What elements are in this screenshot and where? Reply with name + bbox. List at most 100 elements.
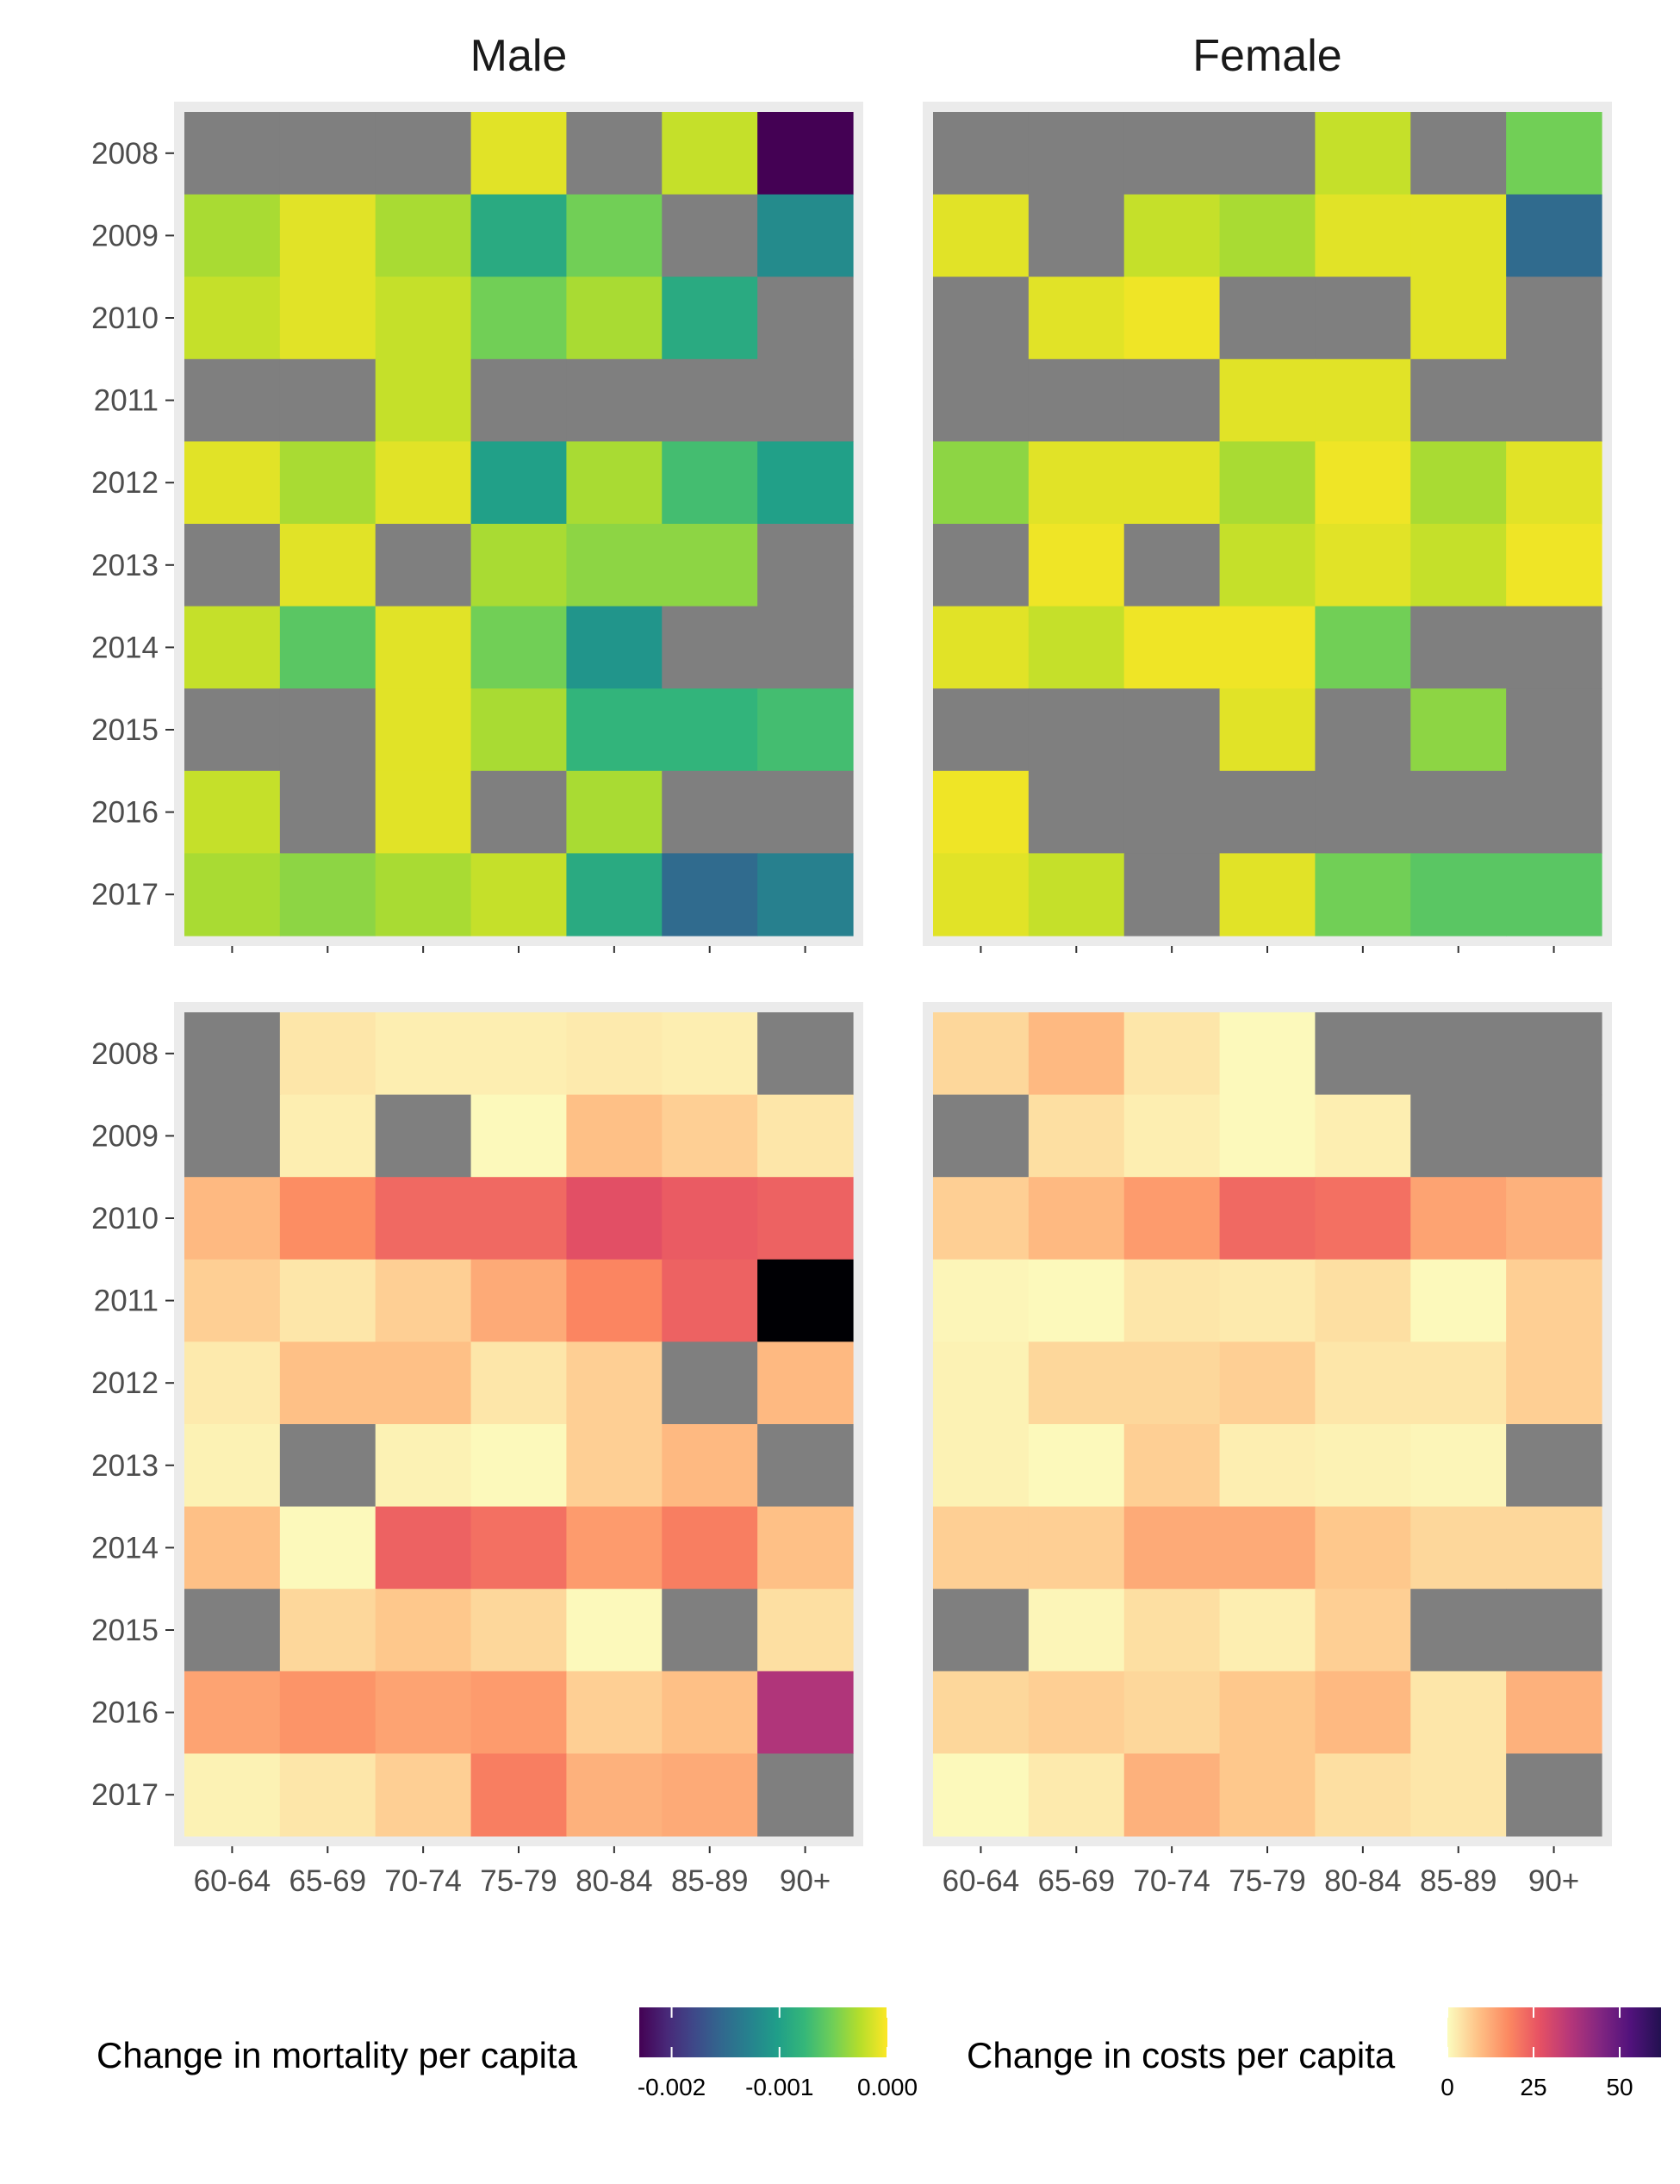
heatmap-cell xyxy=(375,688,472,772)
heatmap-cell xyxy=(470,1589,568,1672)
mortality-female-panel xyxy=(923,102,1612,946)
heatmap-cell xyxy=(662,853,758,936)
heatmap-cell xyxy=(1123,112,1221,196)
heatmap-cell xyxy=(1315,1589,1411,1672)
heatmap-cell xyxy=(1219,112,1316,196)
y-tick-label: 2011 xyxy=(94,1285,159,1318)
heatmap-cell xyxy=(184,1177,281,1260)
heatmap-cell xyxy=(566,524,663,607)
heatmap-cell xyxy=(279,853,376,936)
heatmap-cell xyxy=(1506,1424,1602,1508)
heatmap-cell xyxy=(1028,194,1125,277)
heatmap-cell xyxy=(470,277,568,360)
heatmap-cell xyxy=(1410,688,1507,772)
heatmap-cell xyxy=(1410,194,1507,277)
heatmap-cell xyxy=(279,1259,376,1342)
heatmap-cell xyxy=(279,1753,376,1837)
heatmap-cell xyxy=(566,1506,663,1590)
heatmap-cell xyxy=(470,1506,568,1590)
y-tick-label: 2012 xyxy=(91,1366,159,1400)
heatmap-cell xyxy=(757,1753,854,1837)
heatmap-cell xyxy=(279,358,376,442)
x-tick-label: 75-79 xyxy=(1229,1864,1306,1898)
heatmap-cell xyxy=(375,524,472,607)
heatmap-cell xyxy=(1028,358,1125,442)
heatmap-cell xyxy=(1028,1259,1125,1342)
heatmap-cell xyxy=(184,1094,281,1178)
heatmap-cell xyxy=(1410,441,1507,525)
heatmap-cell xyxy=(1506,1259,1602,1342)
heatmap-cell xyxy=(1506,277,1602,360)
heatmap-cell xyxy=(1028,1012,1125,1096)
heatmap-cell xyxy=(1123,1424,1221,1508)
heatmap-cell xyxy=(1315,1012,1411,1096)
heatmap-cell xyxy=(1219,277,1316,360)
heatmap-cell xyxy=(1315,1424,1411,1508)
y-tick-label: 2012 xyxy=(91,466,159,500)
heatmap-cell xyxy=(375,112,472,196)
legend-tick-label: 0.000 xyxy=(857,2074,918,2100)
x-tick-label: 80-84 xyxy=(576,1864,653,1898)
y-tick-label: 2013 xyxy=(91,1449,159,1483)
heatmap-cell xyxy=(279,277,376,360)
heatmap-cell xyxy=(470,1177,568,1260)
heatmap-cell xyxy=(1410,112,1507,196)
heatmap-cell xyxy=(1219,194,1316,277)
heatmap-cell xyxy=(1123,1177,1221,1260)
heatmap-cell xyxy=(757,853,854,936)
heatmap-cell xyxy=(375,1259,472,1342)
heatmap-cell xyxy=(1410,606,1507,689)
heatmap-cell xyxy=(1315,1506,1411,1590)
y-tick-label: 2014 xyxy=(91,631,159,664)
heatmap-cell xyxy=(1315,358,1411,442)
heatmap-cell xyxy=(662,524,758,607)
y-tick-label: 2017 xyxy=(91,1778,159,1812)
heatmap-cell xyxy=(470,1094,568,1178)
heatmap-cell xyxy=(566,194,663,277)
heatmap-cell xyxy=(184,606,281,689)
heatmap-cell xyxy=(1028,1177,1125,1260)
heatmap-cell xyxy=(1123,1506,1221,1590)
heatmap-cell xyxy=(1506,688,1602,772)
x-tick-label: 60-64 xyxy=(194,1864,271,1898)
heatmap-cell xyxy=(375,606,472,689)
heatmap-cell xyxy=(566,688,663,772)
heatmap-cell xyxy=(1506,1341,1602,1425)
heatmap-cell xyxy=(1315,770,1411,854)
heatmap-cell xyxy=(1410,1094,1507,1178)
heatmap-cell xyxy=(1410,853,1507,936)
heatmap-cell xyxy=(933,1753,1030,1837)
heatmap-cell xyxy=(470,688,568,772)
heatmap-cell xyxy=(933,1177,1030,1260)
heatmap-cell xyxy=(933,1424,1030,1508)
heatmap-cell xyxy=(375,770,472,854)
heatmap-cell xyxy=(1315,194,1411,277)
heatmap-cell xyxy=(757,1341,854,1425)
heatmap-cell xyxy=(279,688,376,772)
heatmap-cell xyxy=(933,112,1030,196)
heatmap-cell xyxy=(566,1094,663,1178)
y-tick-label: 2009 xyxy=(91,219,159,252)
x-tick-label: 90+ xyxy=(1528,1864,1579,1898)
legend-tick-label: -0.001 xyxy=(745,2074,813,2100)
heatmap-cell xyxy=(662,1341,758,1425)
heatmap-cell xyxy=(279,194,376,277)
heatmap-cell xyxy=(933,1589,1030,1672)
heatmap-cell xyxy=(1219,606,1316,689)
heatmap-cell xyxy=(1028,853,1125,936)
heatmap-cell xyxy=(566,112,663,196)
heatmap-cell xyxy=(662,1506,758,1590)
y-tick-label: 2010 xyxy=(91,302,159,335)
heatmap-cell xyxy=(1506,358,1602,442)
heatmap-cell xyxy=(1506,1753,1602,1837)
heatmap-cell xyxy=(1219,1012,1316,1096)
heatmap-cell xyxy=(1123,1259,1221,1342)
heatmap-cell xyxy=(470,1259,568,1342)
y-tick-label: 2013 xyxy=(91,549,159,582)
heatmap-cell xyxy=(1219,1506,1316,1590)
heatmap-cell xyxy=(184,277,281,360)
x-tick-label: 90+ xyxy=(780,1864,831,1898)
heatmap-cell xyxy=(184,853,281,936)
heatmap-cell xyxy=(184,441,281,525)
y-tick-label: 2016 xyxy=(91,796,159,830)
